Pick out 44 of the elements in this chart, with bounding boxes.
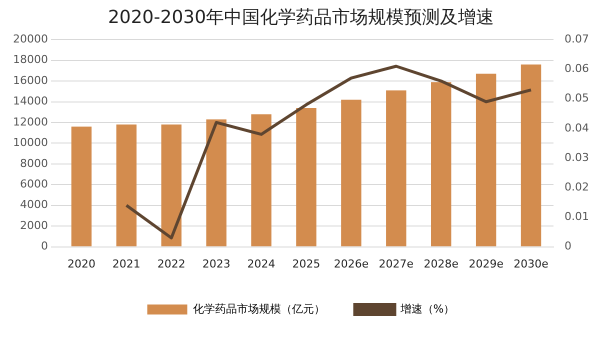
bar	[161, 124, 182, 246]
y2-tick-label: 0.05	[564, 92, 590, 105]
x-tick-label: 2025	[292, 257, 320, 270]
x-tick-label: 2028e	[424, 257, 459, 270]
x-tick-label: 2020	[67, 257, 96, 270]
y2-tick-label: 0.04	[564, 121, 590, 134]
bar	[476, 74, 496, 246]
legend-label: 化学药品市场规模（亿元）	[192, 302, 325, 316]
bar	[341, 100, 362, 246]
bar	[251, 114, 272, 246]
x-tick-label: 2022	[157, 257, 186, 270]
bar	[71, 126, 92, 246]
x-tick-label: 2021	[112, 257, 140, 270]
y-tick-label: 16000	[12, 74, 48, 87]
bar	[296, 108, 316, 246]
y-tick-label: 20000	[12, 32, 48, 46]
x-tick-label: 2029e	[468, 257, 504, 270]
y-tick-label: 14000	[12, 94, 48, 108]
x-tick-label: 2026e	[334, 257, 369, 270]
bar	[431, 82, 452, 246]
x-tick-label: 2027e	[378, 257, 414, 270]
y2-tick-label: 0	[564, 240, 572, 253]
bar	[520, 64, 542, 246]
x-tick-label: 2023	[202, 257, 230, 270]
y-tick-label: 0	[40, 240, 48, 253]
y-tick-label: 2000	[20, 218, 48, 232]
y2-tick-label: 0.01	[564, 210, 590, 224]
x-tick-label: 2024	[247, 257, 276, 270]
bar	[206, 119, 226, 246]
y-tick-label: 18000	[12, 53, 48, 66]
y-tick-label: 4000	[20, 198, 48, 212]
legend-label: 增速（%）	[399, 302, 455, 316]
bar	[116, 124, 137, 246]
y2-tick-label: 0.02	[564, 180, 590, 194]
y2-tick-label: 0.03	[564, 150, 590, 164]
y-tick-label: 8000	[20, 156, 48, 170]
bar	[386, 90, 406, 246]
y-tick-label: 6000	[20, 178, 48, 190]
y2-tick-label: 0.06	[564, 62, 590, 76]
y2-tick-label: 0.07	[564, 32, 590, 46]
chart-title: 2020-2030年中国化学药品市场规模预测及增速	[106, 6, 496, 30]
y-tick-label: 12000	[12, 115, 48, 128]
y-tick-label: 10000	[12, 136, 48, 150]
x-tick-label: 2030e	[514, 257, 549, 270]
